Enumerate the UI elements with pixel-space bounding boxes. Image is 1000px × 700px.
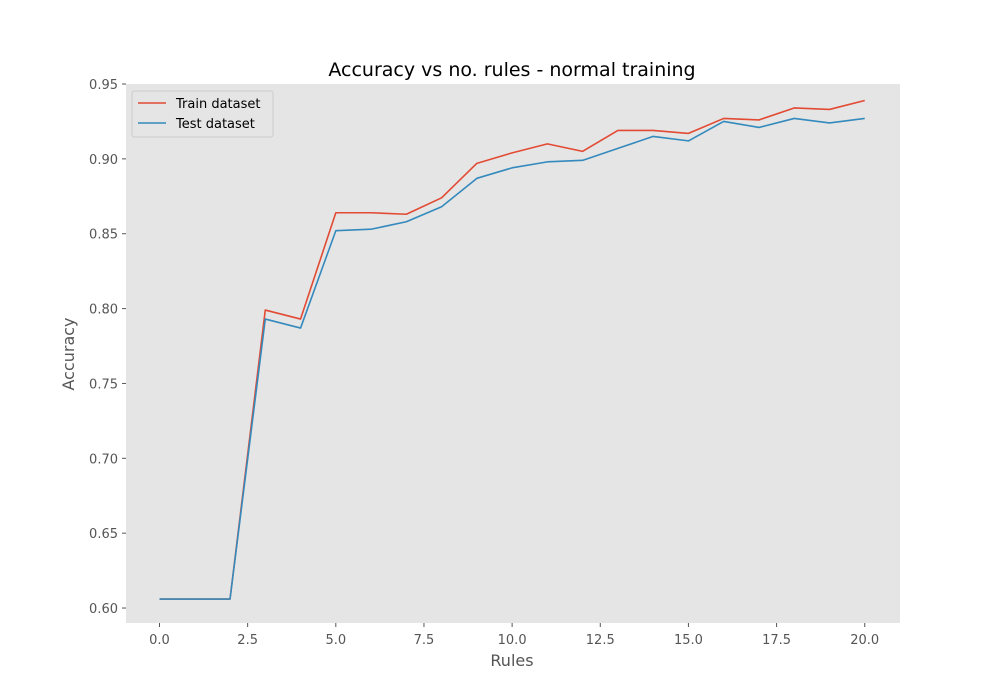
y-tick-label: 0.85 [89, 228, 118, 243]
y-tick-label: 0.65 [89, 527, 118, 542]
series-lines [159, 99, 865, 600]
x-tick-label: 0.0 [149, 633, 170, 648]
x-tick-label: 2.5 [237, 633, 258, 648]
x-tick-label: 15.0 [674, 633, 703, 648]
y-tick-label: 0.75 [89, 377, 118, 392]
plot-area [126, 84, 900, 623]
series-line-train [159, 99, 865, 600]
x-tick-label: 20.0 [850, 633, 879, 648]
y-axis-ticks: 0.60 0.65 0.70 0.75 0.80 0.85 0.90 0.95 [89, 78, 126, 617]
y-tick-label: 0.70 [89, 452, 118, 467]
x-tick-label: 5.0 [325, 633, 346, 648]
x-axis-label: Rules [490, 651, 533, 670]
x-tick-label: 7.5 [414, 633, 435, 648]
y-tick-label: 0.90 [89, 153, 118, 168]
y-axis-label: Accuracy [59, 317, 78, 390]
chart-title: Accuracy vs no. rules - normal training [328, 59, 695, 81]
x-tick-label: 17.5 [762, 633, 791, 648]
series-line-test [159, 117, 865, 600]
legend-label-test: Test dataset [175, 117, 255, 132]
y-tick-label: 0.60 [89, 602, 118, 617]
x-tick-label: 10.0 [498, 633, 527, 648]
legend: Train dataset Test dataset [131, 90, 274, 138]
legend-box [131, 90, 274, 138]
legend-label-train: Train dataset [175, 97, 260, 112]
y-tick-label: 0.95 [89, 78, 118, 93]
x-tick-label: 12.5 [586, 633, 615, 648]
x-axis-ticks: 0.0 2.5 5.0 7.5 10.0 12.5 15.0 17.5 20.0 [149, 623, 879, 648]
y-tick-label: 0.80 [89, 303, 118, 318]
